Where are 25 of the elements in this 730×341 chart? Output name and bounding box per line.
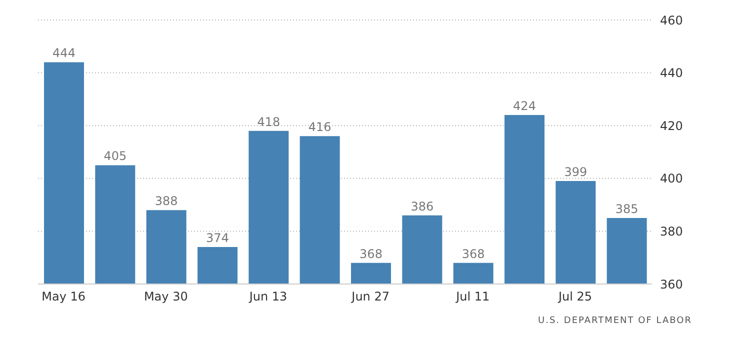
y-tick-label: 380 bbox=[660, 224, 683, 238]
y-tick-label: 360 bbox=[660, 277, 683, 292]
text: U.S. DEPARTMENT OF LABOR bbox=[538, 316, 692, 326]
x-tick-label: Jul 11 bbox=[455, 290, 490, 304]
y-tick-label: 440 bbox=[660, 66, 683, 80]
y-tick-label: 460 bbox=[660, 13, 683, 28]
data-label: 385 bbox=[615, 202, 638, 216]
x-tick-label: May 30 bbox=[144, 290, 188, 304]
data-label: 416 bbox=[308, 120, 332, 134]
x-tick-label: Jul 25 bbox=[557, 290, 592, 304]
x-tick-label: Jun 27 bbox=[350, 290, 390, 304]
data-label: 386 bbox=[410, 199, 434, 214]
y-tick-label: 400 bbox=[660, 172, 683, 186]
data-label: 388 bbox=[154, 194, 178, 208]
data-label: 444 bbox=[52, 46, 76, 60]
data-label: 405 bbox=[104, 149, 127, 164]
data-label: 424 bbox=[513, 99, 536, 114]
y-tick-label: 420 bbox=[660, 118, 683, 133]
data-label: 399 bbox=[564, 165, 588, 180]
x-tick-label: Jun 13 bbox=[248, 290, 288, 304]
data-label: 368 bbox=[360, 246, 382, 261]
x-tick-label: May 16 bbox=[42, 290, 86, 304]
data-label: 418 bbox=[257, 114, 280, 129]
data-label: 374 bbox=[206, 231, 229, 246]
data-label: 368 bbox=[462, 246, 485, 261]
